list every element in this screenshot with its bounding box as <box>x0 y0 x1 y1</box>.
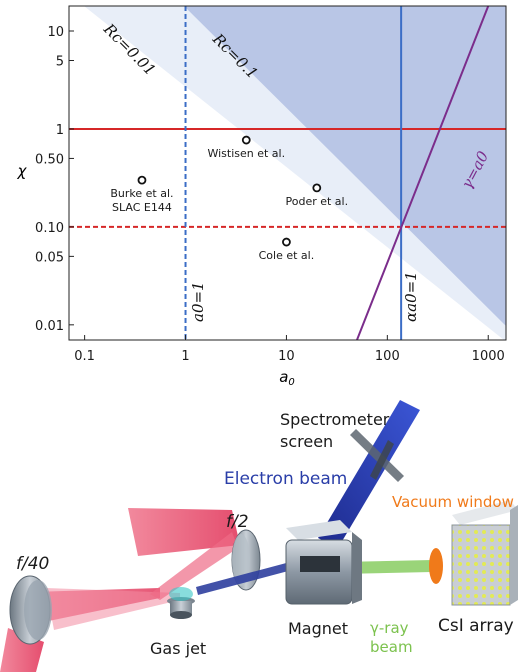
y-axis-label: χ <box>17 162 28 180</box>
data-point-1 <box>241 135 251 145</box>
data-point-2 <box>312 183 322 193</box>
y-tick-label-2: 0.10 <box>35 221 64 236</box>
alpha-a0-equals-1-label: αa0=1 <box>402 271 420 322</box>
data-point-0 <box>137 175 147 185</box>
spectrometer-screen <box>350 429 404 482</box>
x-axis-label: a0 <box>279 368 295 388</box>
data-point-label-2: Poder et al. <box>285 195 348 208</box>
rc-0.1-region <box>184 6 506 326</box>
laser-beam-converging <box>150 532 238 600</box>
magnet-label: Magnet <box>288 619 348 638</box>
plot-frame <box>68 5 507 341</box>
experimental-setup-diagram: Spectrometer screen Electron beam Vacuum… <box>0 400 518 672</box>
x-tick-label-2: 10 <box>278 349 295 364</box>
data-point-label-3: Cole et al. <box>259 249 315 262</box>
laser-beam-upper <box>128 508 240 556</box>
csi-array <box>451 500 518 606</box>
gas-jet <box>167 587 195 619</box>
x-tick-label-0: 0.1 <box>74 349 95 364</box>
gamma-ray-label: γ-ray <box>370 619 409 637</box>
vacuum-window <box>429 548 443 584</box>
y-tick-label-1: 0.05 <box>35 250 64 265</box>
gas-jet-label: Gas jet <box>150 639 206 658</box>
boundary-line-4 <box>356 6 490 340</box>
y-tick-label-4: 1 <box>56 123 64 138</box>
y-tick-label-0: 0.01 <box>35 319 64 334</box>
electron-beam-label: Electron beam <box>224 469 347 489</box>
x-tick-label-4: 1000 <box>472 349 505 364</box>
laser-beam-focusing <box>46 588 180 630</box>
data-point-sublabel-0: SLAC E144 <box>112 201 172 214</box>
y-tick-label-3: 0.50 <box>35 152 64 167</box>
spectrometer-label-2: screen <box>280 432 333 451</box>
f40-label: f/40 <box>16 554 49 574</box>
magnet <box>285 520 362 605</box>
f2-label: f/2 <box>226 512 249 532</box>
electron-beam <box>318 400 420 548</box>
vacuum-window-label: Vacuum window <box>392 493 514 511</box>
y-tick-label-5: 5 <box>56 54 64 69</box>
x-tick-label-1: 1 <box>181 349 189 364</box>
csi-array-label: CsI array <box>438 616 514 636</box>
gamma-ray-beam <box>340 560 432 574</box>
f40-mirror <box>9 575 52 645</box>
data-point-3 <box>282 237 291 247</box>
y-tick-label-6: 10 <box>47 25 64 40</box>
spectrometer-label: Spectrometer <box>280 410 390 429</box>
a0-equals-1-label: a0=1 <box>189 281 207 322</box>
x-tick-label-3: 100 <box>375 349 400 364</box>
parameter-space-plot: 0.1 1 10 100 1000 0.01 0.05 0.10 0.50 1 5 10 Burke … <box>17 5 507 388</box>
data-point-label-1: Wistisen et al. <box>207 147 285 160</box>
data-point-label-0: Burke et al. <box>110 187 173 200</box>
electron-beam-path <box>196 562 292 595</box>
gamma-ray-label-2: beam <box>370 638 413 656</box>
